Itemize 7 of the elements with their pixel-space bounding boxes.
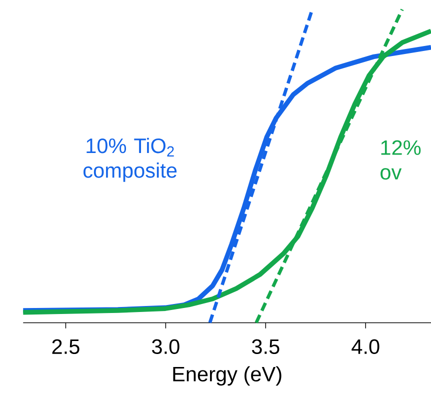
x-tick-label: 2.5 (52, 339, 80, 354)
x-tick-label: 3.5 (252, 339, 280, 354)
text: 10% TiO$_{2}$ composite (84, 138, 177, 182)
series-label: 12% ov (380, 140, 421, 180)
x-axis-title: Energy (eV) (173, 366, 282, 386)
x-tick-label: 4.0 (352, 339, 380, 354)
x-tick-label: 3.0 (152, 339, 180, 354)
